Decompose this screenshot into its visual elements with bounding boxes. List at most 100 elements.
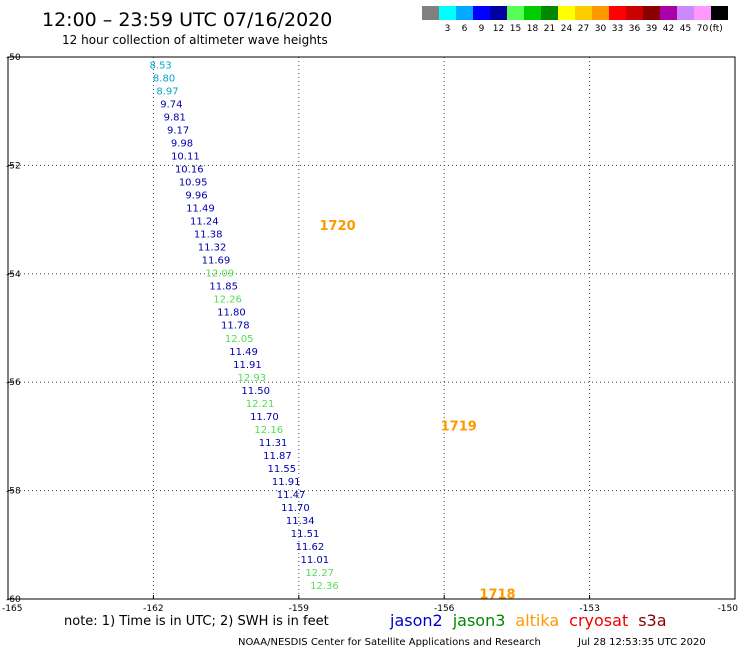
latitude-tick-labels: -50 -52 -54 -56 -58 -60 — [6, 53, 21, 605]
scale-swatch — [541, 6, 558, 20]
swh-value: 11.91 — [233, 360, 262, 371]
scale-swatch — [609, 6, 626, 20]
grid-lines — [8, 57, 735, 599]
time-label: 1718 — [479, 588, 515, 603]
scale-swatch — [677, 6, 694, 20]
scale-label: 3 — [445, 24, 451, 34]
lon-tick-label: -165 — [2, 604, 22, 614]
swh-value: 12.21 — [246, 399, 275, 410]
scale-label: 24 — [561, 24, 573, 34]
wave-height-values: 8.53 8.80 8.97 9.74 9.81 9.17 9.98 10.11 10.16 10… — [150, 61, 339, 592]
satellite-jason2: jason2 — [389, 611, 443, 630]
swh-value: 11.49 — [186, 204, 215, 215]
scale-label: 6 — [462, 24, 468, 34]
footer-credit: NOAA/NESDIS Center for Satellite Applica… — [238, 637, 541, 648]
swh-value: 11.47 — [277, 490, 306, 501]
scale-swatch — [507, 6, 524, 20]
scale-swatch — [711, 6, 728, 20]
scale-swatch — [524, 6, 541, 20]
scale-label: 39 — [646, 24, 658, 34]
lat-tick-label: -60 — [6, 595, 21, 605]
time-label: 1719 — [441, 420, 477, 435]
time-labels: 1720 1719 1718 — [319, 219, 515, 603]
swh-value: 11.24 — [190, 217, 219, 228]
swh-value: 11.87 — [263, 451, 292, 462]
scale-label: 21 — [544, 24, 555, 34]
swh-value: 11.51 — [291, 529, 320, 540]
scale-swatch — [626, 6, 643, 20]
swh-value: 12.05 — [225, 334, 254, 345]
scale-unit: (ft) — [709, 24, 723, 34]
swh-value: 12.09 — [205, 269, 234, 280]
lon-tick-label: -159 — [289, 604, 310, 614]
scale-label: 45 — [680, 24, 691, 34]
scale-swatch — [490, 6, 507, 20]
scale-swatch — [660, 6, 677, 20]
lat-tick-label: -54 — [6, 270, 21, 280]
swh-value: 12.16 — [254, 425, 283, 436]
swh-value: 12.36 — [310, 581, 339, 592]
swh-value: 10.95 — [179, 178, 208, 189]
scale-swatch — [439, 6, 456, 20]
lat-tick-label: -52 — [6, 161, 21, 171]
swh-value: 9.98 — [171, 139, 193, 150]
satellite-cryosat: cryosat — [569, 611, 628, 630]
scale-swatch — [575, 6, 592, 20]
lon-tick-label: -153 — [579, 604, 599, 614]
swh-value: 8.80 — [153, 74, 175, 85]
scale-label: 27 — [578, 24, 589, 34]
swh-value: 11.50 — [241, 386, 270, 397]
scale-label: 15 — [510, 24, 521, 34]
lat-tick-label: -50 — [6, 53, 21, 63]
swh-value: 11.38 — [194, 230, 223, 241]
lon-tick-label: -150 — [718, 604, 739, 614]
scale-label: 30 — [595, 24, 607, 34]
scale-label: 33 — [612, 24, 623, 34]
scale-swatch — [558, 6, 575, 20]
satellite-jason3: jason3 — [452, 611, 506, 630]
swh-value: 12.26 — [213, 295, 242, 306]
scale-swatch — [694, 6, 711, 20]
swh-value: 9.74 — [160, 100, 182, 111]
swh-value: 9.17 — [167, 126, 189, 137]
satellite-altika: altika — [515, 611, 559, 630]
swh-value: 11.49 — [229, 347, 258, 358]
scale-label: 9 — [479, 24, 485, 34]
swh-value: 11.70 — [281, 503, 310, 514]
lat-tick-label: -56 — [6, 378, 21, 388]
swh-value: 10.16 — [175, 165, 204, 176]
longitude-tick-labels: -165 -162 -159 -156 -153 -150 — [2, 595, 738, 614]
swh-value: 10.11 — [171, 152, 200, 163]
chart-title: 12:00 – 23:59 UTC 07/16/2020 — [42, 9, 332, 31]
swh-value: 11.34 — [286, 516, 315, 527]
swh-value: 11.91 — [272, 477, 301, 488]
lon-tick-label: -156 — [434, 604, 455, 614]
swh-value: 11.69 — [202, 256, 231, 267]
swh-value: 11.78 — [221, 321, 250, 332]
swh-value: 11.32 — [198, 243, 227, 254]
swh-value: 12.27 — [305, 568, 334, 579]
swh-value: 11.62 — [296, 542, 325, 553]
satellite-s3a: s3a — [638, 611, 666, 630]
lat-tick-label: -58 — [6, 487, 21, 497]
scale-label: 12 — [493, 24, 504, 34]
swh-value: 12.93 — [237, 373, 266, 384]
swh-value: 9.81 — [164, 113, 186, 124]
scale-label: 42 — [663, 24, 674, 34]
swh-value: 11.85 — [209, 282, 238, 293]
scale-swatch — [592, 6, 609, 20]
scale-label: 70 — [697, 24, 709, 34]
plot-frame — [7, 56, 736, 600]
swh-value: 8.97 — [156, 87, 178, 98]
scale-label: 36 — [629, 24, 641, 34]
color-scale-legend: 3 6 9 12 15 18 21 24 27 30 33 36 39 42 45 70 (ft) — [422, 6, 728, 34]
scale-swatch — [473, 6, 490, 20]
scale-swatch — [643, 6, 660, 20]
swh-value: 11.01 — [300, 555, 329, 566]
scale-label: 18 — [527, 24, 539, 34]
scale-swatch — [456, 6, 473, 20]
swh-value: 11.70 — [250, 412, 279, 423]
scale-swatch — [422, 6, 439, 20]
satellite-legend: jason2 jason3 altika cryosat s3a — [389, 611, 667, 630]
